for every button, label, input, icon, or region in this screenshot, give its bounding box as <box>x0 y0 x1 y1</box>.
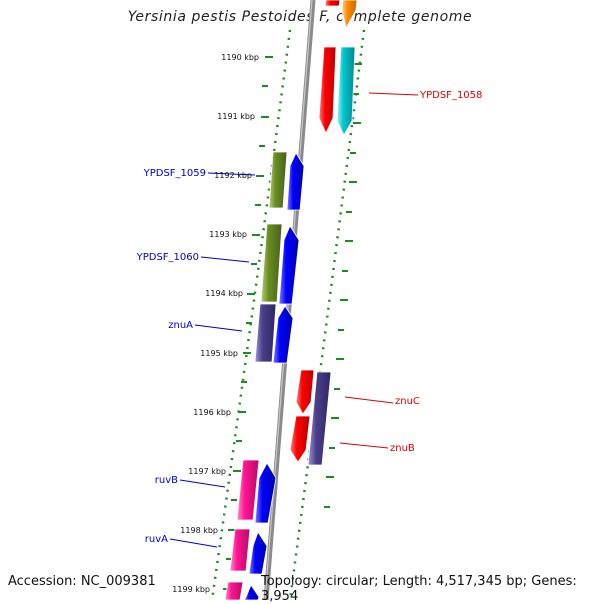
ruler-labels: 1190 kbp 1191 kbp 1192 kbp 1193 kbp 1194… <box>172 53 259 594</box>
ruler-label: 1193 kbp <box>209 230 247 239</box>
gene-label-ruva[interactable]: ruvA <box>145 534 168 545</box>
gene-label-znua[interactable]: znuA <box>168 320 193 331</box>
ruler-label: 1199 kbp <box>172 585 210 594</box>
leader-znua <box>194 324 243 332</box>
cds-feature-ypdsf-1059-olive[interactable] <box>268 151 288 209</box>
cds-feature-znua-blue[interactable] <box>272 305 294 364</box>
ruler-label: 1196 kbp <box>193 408 231 417</box>
map-title: Yersinia pestis Pestoides F, complete ge… <box>127 9 473 25</box>
cds-feature-ypdsf-1058-a[interactable] <box>318 46 337 134</box>
gene-label-leaders <box>169 92 419 548</box>
cds-feature-znua-purple[interactable] <box>254 303 277 363</box>
cds-feature-znuc-b[interactable] <box>289 415 311 463</box>
cds-feature[interactable] <box>224 581 244 600</box>
cds-feature[interactable] <box>243 584 260 600</box>
leader-ypdsf-1058 <box>368 92 419 96</box>
accession-text: Accession: NC_009381 <box>8 574 156 589</box>
cds-feature-ypdsf-1059-blue[interactable] <box>286 152 305 211</box>
cds-feature-znub[interactable] <box>307 371 332 466</box>
gene-labels: YPDSF_1058 YPDSF_1059 YPDSF_1060 znuA zn… <box>136 90 483 545</box>
leader-ypdsf-1060 <box>200 256 250 263</box>
cds-feature-ruvb-pink[interactable] <box>236 459 260 521</box>
cds-feature-ypdsf-1058-b[interactable] <box>336 46 356 136</box>
leader-ruvb <box>179 479 226 488</box>
cds-feature-ypdsf-1060-blue[interactable] <box>278 225 300 305</box>
leader-znuc <box>344 396 394 404</box>
cds-feature-znuc[interactable] <box>295 369 315 415</box>
ruler-label: 1198 kbp <box>180 526 218 535</box>
leader-znub <box>339 442 389 449</box>
gene-label-znub[interactable]: znuB <box>390 443 415 454</box>
ruler-ticks <box>223 56 273 590</box>
cds-feature-ruvb-blue[interactable] <box>254 462 277 524</box>
cds-feature[interactable] <box>324 0 341 7</box>
ruler-label: 1195 kbp <box>200 349 238 358</box>
leader-ruva <box>169 538 218 548</box>
cds-features <box>224 0 358 600</box>
gene-label-ruvb[interactable]: ruvB <box>155 475 178 486</box>
gene-label-ypdsf-1060[interactable]: YPDSF_1060 <box>136 252 199 263</box>
ruler-label: 1192 kbp <box>214 171 252 180</box>
gene-label-ypdsf-1059[interactable]: YPDSF_1059 <box>143 168 206 179</box>
ruler-label: 1194 kbp <box>205 289 243 298</box>
leader-ypdsf-1059 <box>207 172 256 176</box>
cds-feature-ruva-pink[interactable] <box>229 528 251 572</box>
ruler-ticks-outer <box>324 63 362 508</box>
gene-label-znuc[interactable]: znuC <box>395 396 420 407</box>
cds-feature[interactable] <box>341 0 358 30</box>
ruler-label: 1191 kbp <box>217 112 255 121</box>
ruler-label: 1197 kbp <box>188 467 226 476</box>
gene-label-ypdsf-1058[interactable]: YPDSF_1058 <box>419 90 482 101</box>
cds-feature-ruva-blue[interactable] <box>248 531 268 575</box>
ruler-label: 1190 kbp <box>221 53 259 62</box>
cds-feature-ypdsf-1060-olive[interactable] <box>260 223 283 303</box>
